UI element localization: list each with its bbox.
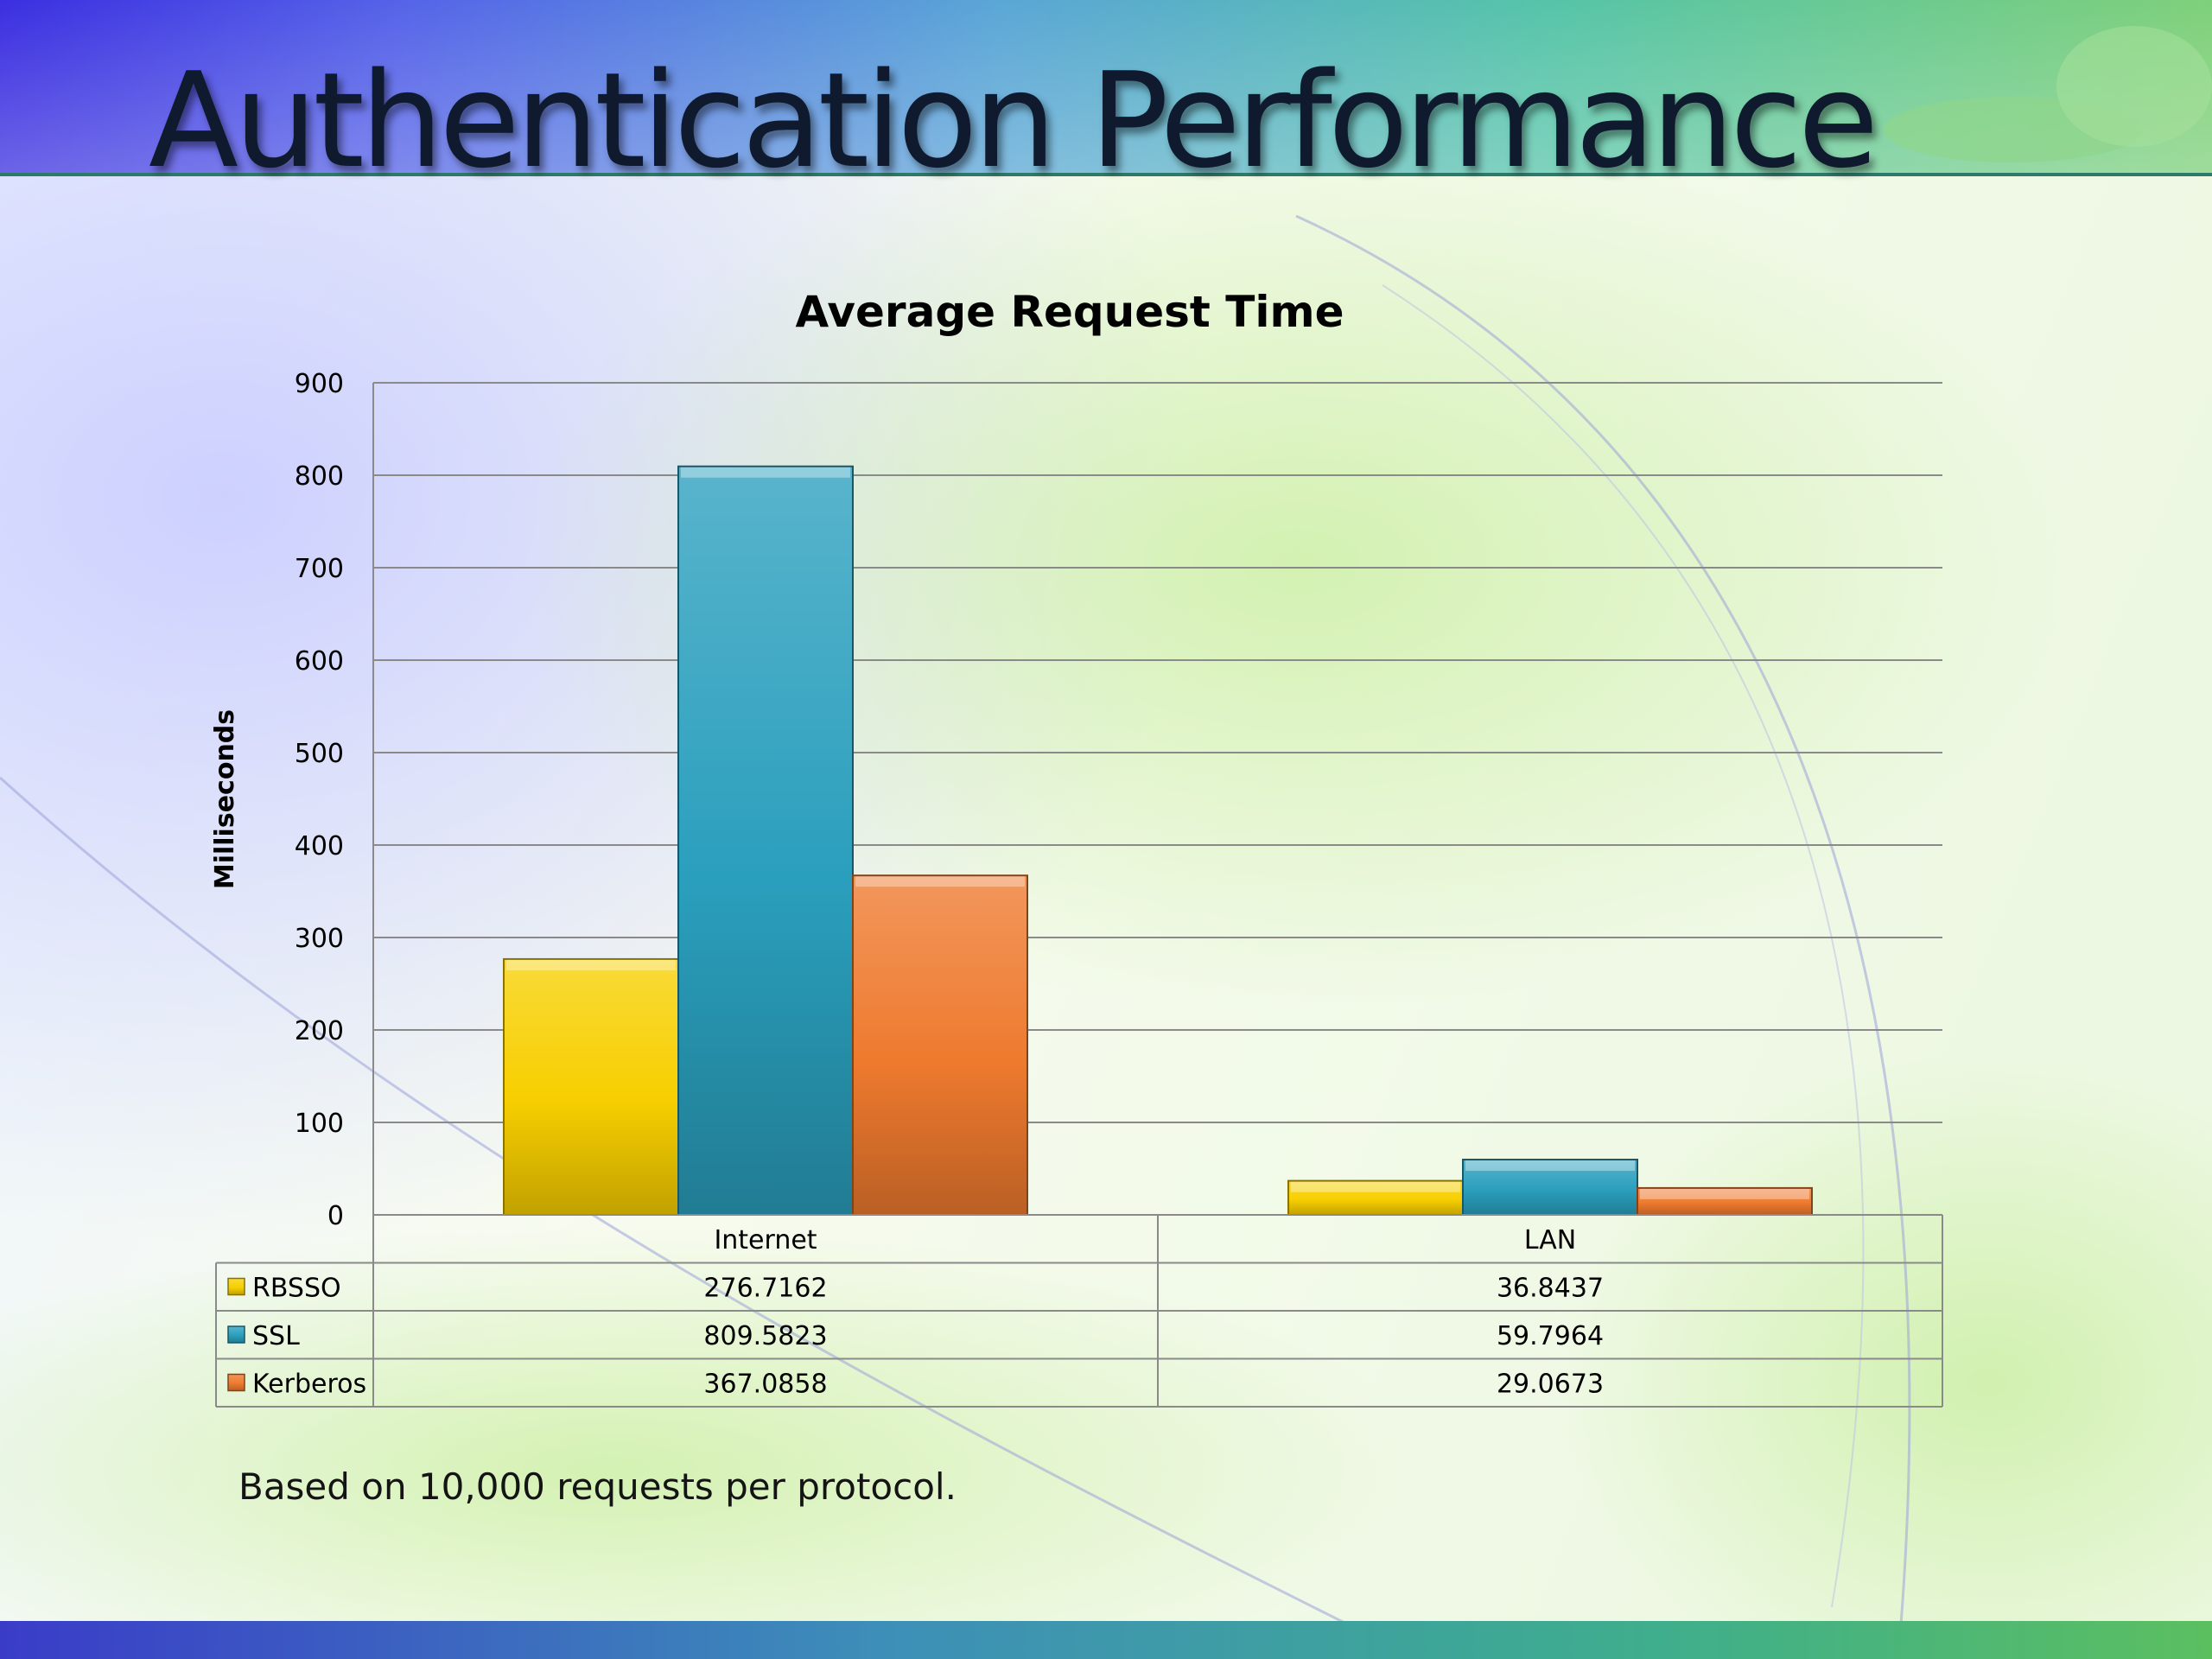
bar-highlight <box>1291 1181 1460 1192</box>
y-tick-label: 200 <box>295 1016 344 1046</box>
x-category-label: LAN <box>1524 1225 1576 1255</box>
table-value: 276.7162 <box>703 1274 827 1304</box>
legend-label-ssl: SSL <box>252 1321 300 1351</box>
table-value: 367.0858 <box>703 1370 827 1400</box>
x-category-label: Internet <box>714 1225 817 1255</box>
slide-title: Authentication Performance <box>149 44 1878 197</box>
table-value: 29.0673 <box>1497 1370 1604 1400</box>
bar-highlight <box>1640 1188 1809 1199</box>
y-axis-ticks: 0 100 200 300 400 500 600 700 800 900 <box>295 369 344 1231</box>
data-table: Internet LAN RBSSO 276.7162 36.8437 SSL 809.58… <box>215 1214 1943 1408</box>
bar-ssl-lan <box>1462 1159 1638 1216</box>
legend-label-rbsso: RBSSO <box>252 1274 341 1304</box>
bar-highlight <box>506 959 676 970</box>
bar-ssl-internet <box>677 465 854 1216</box>
table-value: 809.5823 <box>703 1321 827 1351</box>
y-tick-label: 500 <box>295 739 344 769</box>
y-tick-label: 700 <box>295 554 344 584</box>
y-tick-label: 300 <box>295 924 344 954</box>
bar-kerberos-internet <box>852 874 1028 1216</box>
y-tick-label: 900 <box>295 369 344 399</box>
table-value: 36.8437 <box>1497 1274 1604 1304</box>
y-tick-label: 400 <box>295 831 344 861</box>
bar-highlight <box>855 876 1025 887</box>
legend-swatch-rbsso <box>227 1277 245 1296</box>
legend-swatch-ssl <box>227 1325 245 1344</box>
bar-highlight <box>681 467 850 478</box>
y-tick-label: 600 <box>295 646 344 677</box>
bar-highlight <box>1465 1160 1635 1172</box>
y-tick-label: 800 <box>295 461 344 492</box>
bar-rbsso-internet <box>503 957 679 1217</box>
chart-title: Average Request Time <box>796 287 1344 337</box>
y-tick-label: 100 <box>295 1109 344 1139</box>
legend-label-kerberos: Kerberos <box>252 1370 366 1400</box>
footnote: Based on 10,000 requests per protocol. <box>238 1465 957 1508</box>
y-axis-label: Milliseconds <box>210 709 240 889</box>
y-tick-label: 0 <box>327 1201 344 1231</box>
bars <box>503 465 1813 1217</box>
table-value: 59.7964 <box>1497 1321 1604 1351</box>
legend-swatch-kerberos <box>227 1373 245 1392</box>
